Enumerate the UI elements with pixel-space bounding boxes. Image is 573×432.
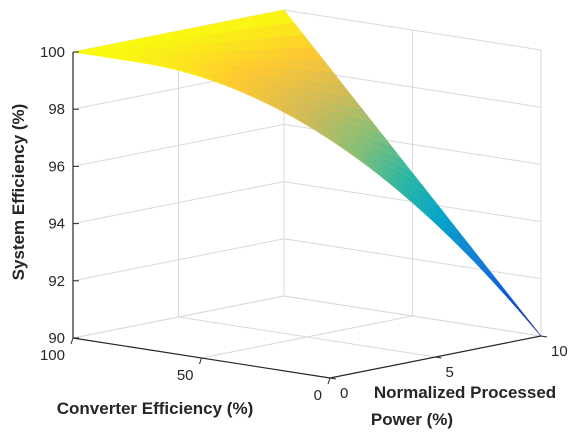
- y-tick-mark: [540, 335, 548, 338]
- efficiency-surface: [72, 9, 542, 337]
- x-tick-label: 100: [40, 347, 65, 364]
- y-tick-mark: [435, 356, 442, 359]
- y-tick-mark: [329, 377, 337, 380]
- z-tick-label: 94: [48, 216, 65, 233]
- z-tick-label: 100: [40, 44, 65, 61]
- z-tick-label: 92: [48, 273, 65, 290]
- x-tick-mark: [70, 337, 74, 345]
- z-tick-label: 98: [48, 101, 65, 118]
- x-tick-mark: [199, 357, 202, 365]
- z-tick-label: 90: [48, 330, 65, 347]
- x-axis-label: Converter Efficiency (%): [57, 399, 254, 418]
- y-tick-label: 0: [340, 385, 348, 402]
- z-tick-label: 96: [48, 158, 65, 175]
- surface-patch: [522, 314, 542, 337]
- y-tick-label: 10: [551, 343, 568, 360]
- x-tick-label: 0: [314, 387, 322, 404]
- y-axis-label-line-2: Power (%): [371, 410, 453, 429]
- y-axis-label-line-1: Normalized Processed: [374, 383, 556, 402]
- y-tick-label: 5: [446, 364, 454, 381]
- x-tick-label: 50: [177, 367, 194, 384]
- z-axis-label: System Efficiency (%): [9, 104, 28, 281]
- x-tick-mark: [327, 377, 331, 385]
